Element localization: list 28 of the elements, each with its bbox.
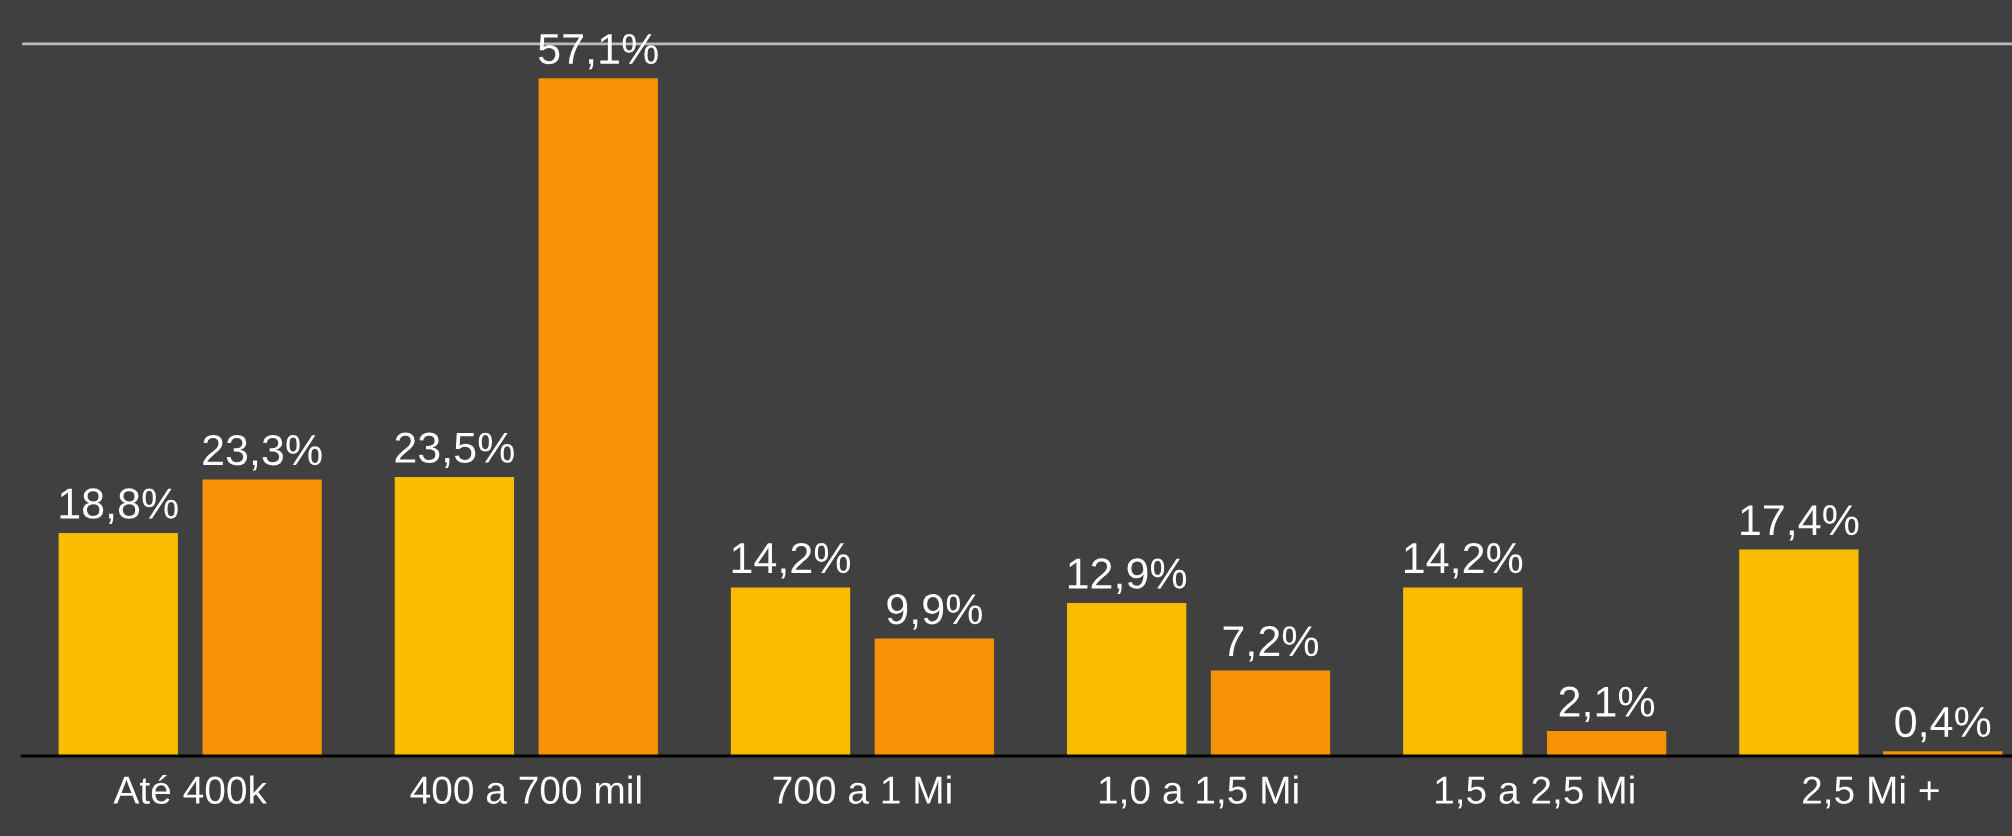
bar bbox=[1546, 731, 1667, 756]
bar bbox=[58, 532, 178, 756]
bar bbox=[1210, 670, 1331, 756]
data-label: 18,8% bbox=[60, 488, 178, 524]
bar bbox=[394, 477, 515, 756]
data-label: 14,2% bbox=[732, 542, 851, 579]
bar bbox=[202, 479, 322, 756]
data-label: 2,1% bbox=[1559, 686, 1655, 723]
x-tick-label: 2,5 Mi + bbox=[1803, 775, 1939, 809]
data-label: 7,2% bbox=[1223, 625, 1319, 662]
x-tick-label: 1,5 a 2,5 Mi bbox=[1436, 775, 1634, 809]
data-label: 23,3% bbox=[203, 434, 322, 471]
data-label: 12,9% bbox=[1068, 558, 1187, 594]
x-tick-label: 700 a 1 Mi bbox=[773, 775, 951, 804]
data-label: 23,5% bbox=[395, 432, 514, 469]
data-label: 14,2% bbox=[1405, 542, 1523, 579]
x-tick-label: 1,0 a 1,5 Mi bbox=[1099, 775, 1298, 809]
x-tick-label: 400 a 700 mil bbox=[410, 775, 641, 804]
bar bbox=[1066, 602, 1187, 756]
bar bbox=[1739, 549, 1859, 756]
data-label: 17,4% bbox=[1741, 505, 1859, 541]
bar bbox=[874, 638, 995, 756]
bar bbox=[730, 587, 851, 756]
x-tick-label: Até 400k bbox=[113, 774, 268, 804]
data-label: 0,4% bbox=[1895, 706, 1991, 743]
bar bbox=[1403, 587, 1523, 756]
data-label: 9,9% bbox=[887, 593, 982, 630]
bar bbox=[538, 78, 658, 756]
